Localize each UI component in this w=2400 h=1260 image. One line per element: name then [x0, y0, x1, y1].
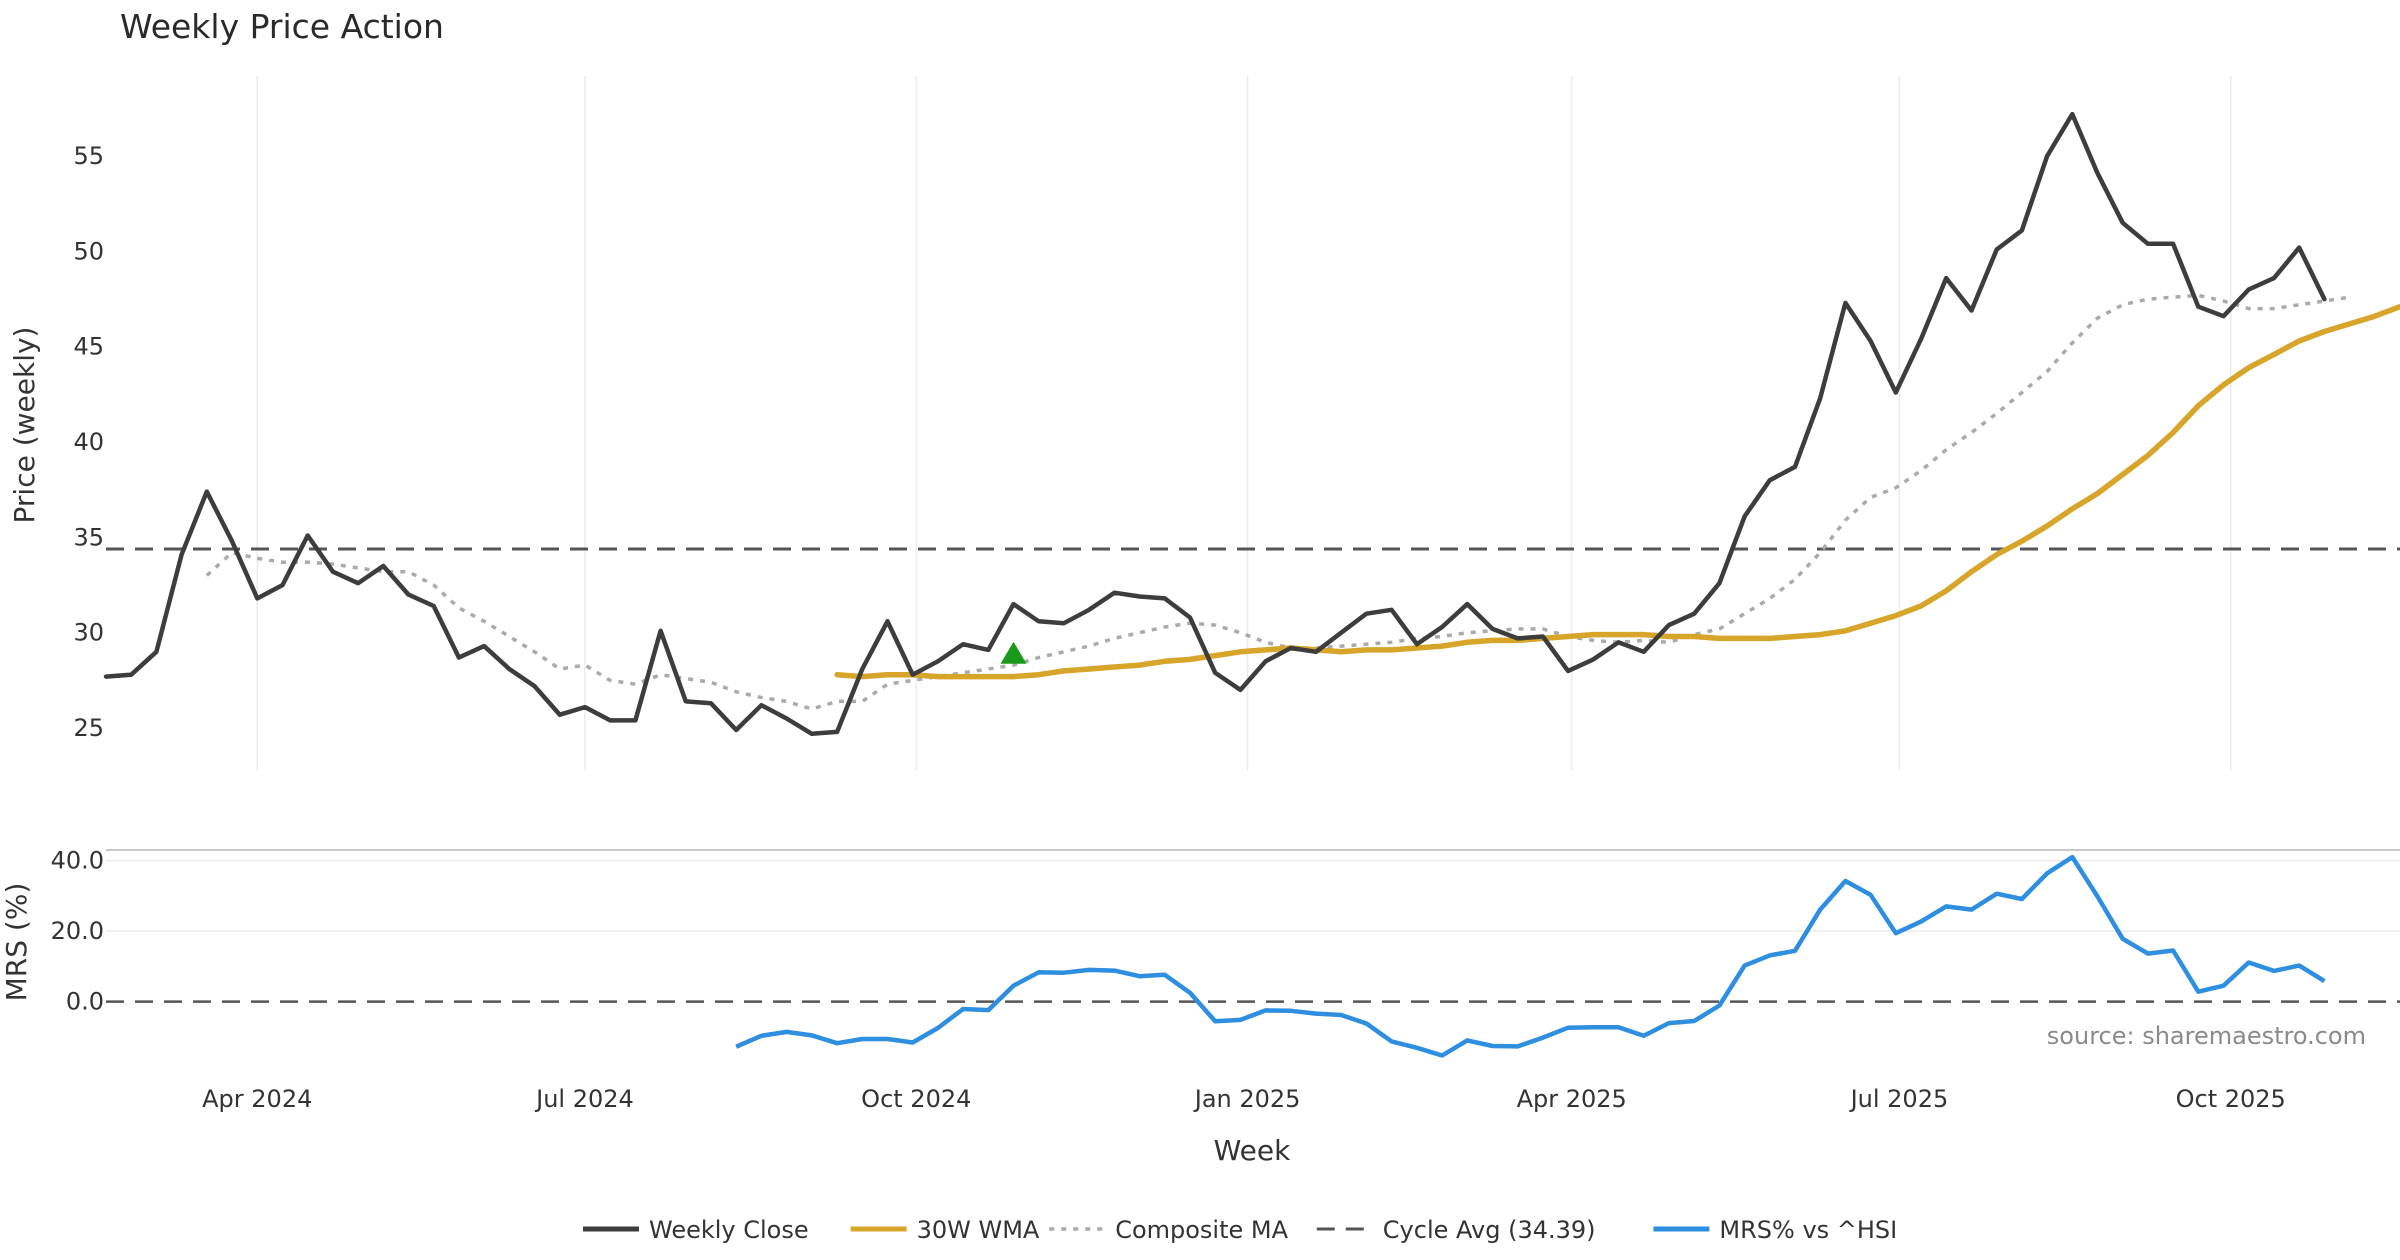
- legend-label: Composite MA: [1115, 1216, 1288, 1244]
- legend-label: Weekly Close: [649, 1216, 809, 1244]
- mrs-y-tick-label: 0.0: [66, 988, 104, 1016]
- legend-weekly-close: Weekly Close: [583, 1216, 809, 1244]
- chart-title: Weekly Price Action: [120, 7, 444, 46]
- mrs-y-tick-label: 40.0: [51, 847, 104, 875]
- legend-composite-ma: Composite MA: [1049, 1216, 1289, 1244]
- price-y-tick-label: 25: [73, 714, 104, 742]
- price-y-tick-label: 40: [73, 428, 104, 456]
- legend-label: Cycle Avg (34.39): [1383, 1216, 1596, 1244]
- price-y-axis-title: Price (weekly): [8, 327, 41, 524]
- composite-ma-line: [205, 293, 2350, 711]
- price-y-tick-label: 50: [73, 237, 104, 265]
- x-tick-label: Jan 2025: [1193, 1085, 1301, 1113]
- x-tick-label: Oct 2025: [2176, 1085, 2286, 1113]
- price-y-tick-label: 55: [73, 142, 104, 170]
- mrs-y-axis-title: MRS (%): [0, 883, 33, 1002]
- x-axis-title: Week: [1214, 1134, 1291, 1167]
- x-tick-label: Oct 2024: [861, 1085, 971, 1113]
- source-note: source: sharemaestro.com: [2047, 1022, 2366, 1050]
- x-tick-label: Jul 2024: [534, 1085, 634, 1113]
- x-tick-label: Apr 2024: [202, 1085, 312, 1113]
- legend-cycle-avg: Cycle Avg (34.39): [1316, 1216, 1596, 1244]
- x-tick-label: Apr 2025: [1517, 1085, 1627, 1113]
- mrs-y-tick-label: 20.0: [51, 917, 104, 945]
- price-y-tick-label: 45: [73, 333, 104, 361]
- legend-label: 30W WMA: [917, 1216, 1040, 1244]
- wma-30w-line: [834, 303, 2400, 680]
- buy-signal-marker: [1000, 641, 1027, 664]
- legend-30w-wma: 30W WMA: [850, 1216, 1040, 1244]
- legend-mrs: MRS% vs ^HSI: [1653, 1216, 1897, 1244]
- price-y-tick-label: 30: [73, 619, 104, 647]
- price-y-tick-label: 35: [73, 523, 104, 551]
- weekly-close-line: [103, 111, 2327, 737]
- legend: Weekly Close 30W WMA Composite MA Cycle Avg…: [583, 1216, 1897, 1244]
- x-tick-label: Jul 2025: [1849, 1085, 1949, 1113]
- legend-label: MRS% vs ^HSI: [1719, 1216, 1897, 1244]
- mrs-line: [735, 854, 2326, 1058]
